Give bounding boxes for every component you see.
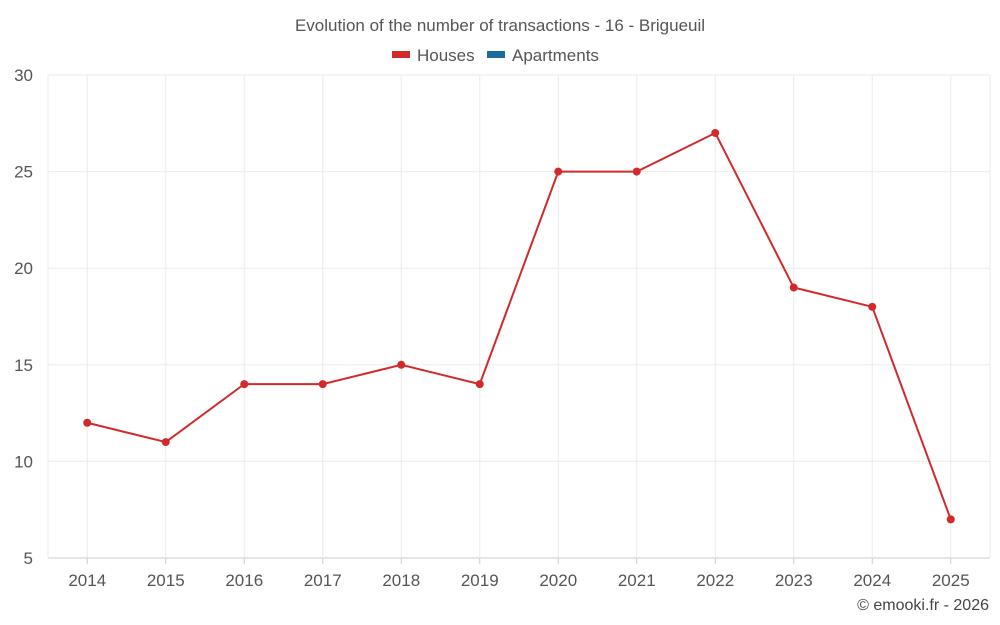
legend-swatch-houses	[392, 51, 410, 58]
x-tick-label: 2022	[696, 571, 734, 590]
grid	[47, 74, 991, 559]
y-tick-label: 5	[24, 549, 33, 568]
data-point-houses-2023[interactable]	[789, 283, 798, 292]
legend-item-houses[interactable]: Houses	[392, 46, 475, 65]
x-tick-label: 2018	[382, 571, 420, 590]
y-axis: 5 10 15 20 25 30	[14, 66, 33, 568]
data-point-houses-2015[interactable]	[161, 438, 170, 447]
x-tick-label: 2021	[618, 571, 656, 590]
data-point-houses-2020[interactable]	[554, 167, 563, 176]
x-tick-label: 2020	[539, 571, 577, 590]
y-tick-label: 15	[14, 356, 33, 375]
x-tick-label: 2016	[225, 571, 263, 590]
legend-item-apartments[interactable]: Apartments	[487, 46, 599, 65]
data-point-houses-2014[interactable]	[83, 418, 92, 427]
x-tick-label: 2017	[304, 571, 342, 590]
data-point-houses-2016[interactable]	[240, 380, 249, 389]
chart-title: Evolution of the number of transactions …	[295, 16, 705, 35]
legend-swatch-apartments	[487, 51, 505, 58]
x-tick-label: 2015	[147, 571, 185, 590]
data-point-houses-2024[interactable]	[868, 302, 877, 311]
legend-label-houses: Houses	[417, 46, 475, 65]
data-point-houses-2017[interactable]	[318, 380, 327, 389]
series-houses	[83, 128, 955, 524]
y-tick-label: 25	[14, 163, 33, 182]
y-tick-label: 20	[14, 259, 33, 278]
series-line-houses	[87, 131, 952, 520]
data-point-houses-2021[interactable]	[632, 167, 641, 176]
legend-label-apartments: Apartments	[512, 46, 599, 65]
data-point-houses-2025[interactable]	[946, 515, 955, 524]
x-tick-label: 2014	[68, 571, 106, 590]
credit-text: © emooki.fr - 2026	[857, 597, 989, 614]
x-tick-label: 2019	[461, 571, 499, 590]
data-point-houses-2019[interactable]	[475, 380, 484, 389]
x-axis: 2014 2015 2016 2017 2018 2019 2020 2021 2022 2023…	[68, 558, 970, 590]
data-point-houses-2022[interactable]	[711, 128, 720, 137]
data-point-houses-2018[interactable]	[397, 360, 406, 369]
y-tick-label: 10	[14, 452, 33, 471]
x-tick-label: 2023	[775, 571, 813, 590]
x-tick-label: 2025	[932, 571, 970, 590]
y-tick-label: 30	[14, 66, 33, 85]
legend: Houses Apartments	[392, 46, 599, 65]
x-tick-label: 2024	[853, 571, 891, 590]
